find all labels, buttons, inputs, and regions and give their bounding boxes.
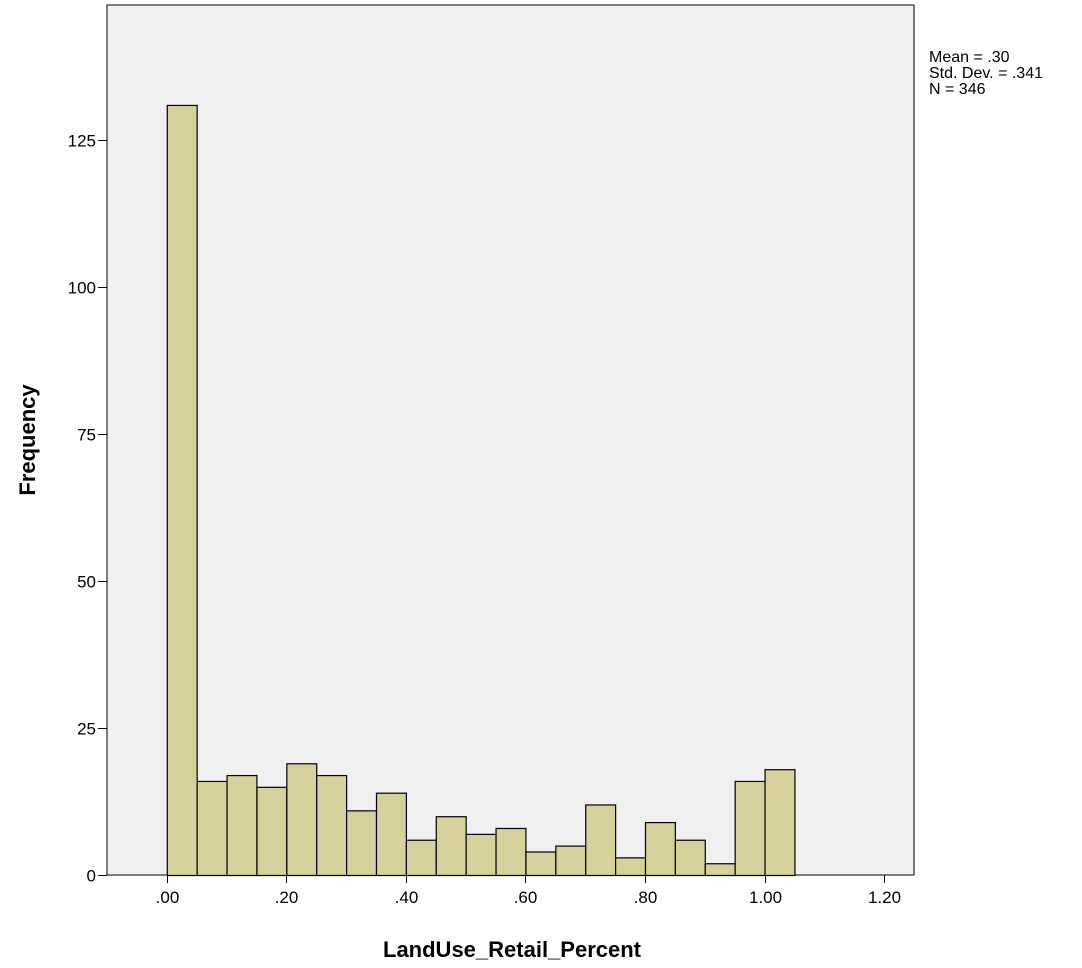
y-axis: 0 25 50 75 100 125: [68, 132, 107, 886]
n-stat: N = 346: [929, 81, 986, 98]
histogram-bar: [226, 774, 258, 877]
x-tick-label: .20: [275, 888, 299, 907]
x-tick-label: .40: [395, 888, 419, 907]
histogram-bar: [316, 774, 348, 877]
histogram-bar: [525, 851, 557, 877]
histogram-bar: [734, 780, 766, 877]
histogram-bar: [256, 786, 288, 877]
y-tick-label: 0: [87, 867, 96, 886]
histogram-bar: [375, 792, 407, 877]
plot-area: [106, 4, 915, 876]
histogram-bar: [435, 816, 467, 877]
x-tick-label: .80: [634, 888, 658, 907]
y-tick-label: 125: [68, 132, 96, 151]
bars-group: [166, 104, 796, 877]
x-tick-label: 1.00: [749, 888, 782, 907]
histogram-bar: [585, 804, 617, 877]
histogram-bar: [166, 104, 198, 877]
histogram-bar: [764, 769, 796, 877]
std-dev-stat: Std. Dev. = .341: [929, 65, 1043, 82]
x-tick-label: 1.20: [868, 888, 901, 907]
histogram-bar: [405, 839, 437, 877]
x-axis-title: LandUse_Retail_Percent: [383, 937, 642, 962]
y-axis-title: Frequency: [15, 384, 40, 496]
histogram-bar: [286, 763, 318, 877]
x-tick-label: .00: [156, 888, 180, 907]
histogram-bar: [346, 810, 378, 877]
histogram-bar: [615, 857, 647, 877]
y-tick-label: 50: [77, 573, 96, 592]
y-tick-label: 100: [68, 279, 96, 298]
histogram-bar: [704, 863, 736, 877]
mean-stat: Mean = .30: [929, 49, 1010, 66]
x-tick-label: .60: [514, 888, 538, 907]
histogram-bar: [196, 780, 228, 877]
y-tick-label: 75: [77, 426, 96, 445]
histogram-bar: [555, 845, 587, 877]
histogram-bar: [495, 827, 527, 877]
y-tick-label: 25: [77, 720, 96, 739]
statistics-legend: Mean = .30 Std. Dev. = .341 N = 346: [929, 50, 1043, 98]
histogram-bar: [465, 833, 497, 877]
histogram-bar: [674, 839, 706, 877]
histogram-bar: [644, 821, 676, 877]
x-axis: .00 .20 .40 .60 .80 1.00 1.20: [156, 875, 901, 907]
